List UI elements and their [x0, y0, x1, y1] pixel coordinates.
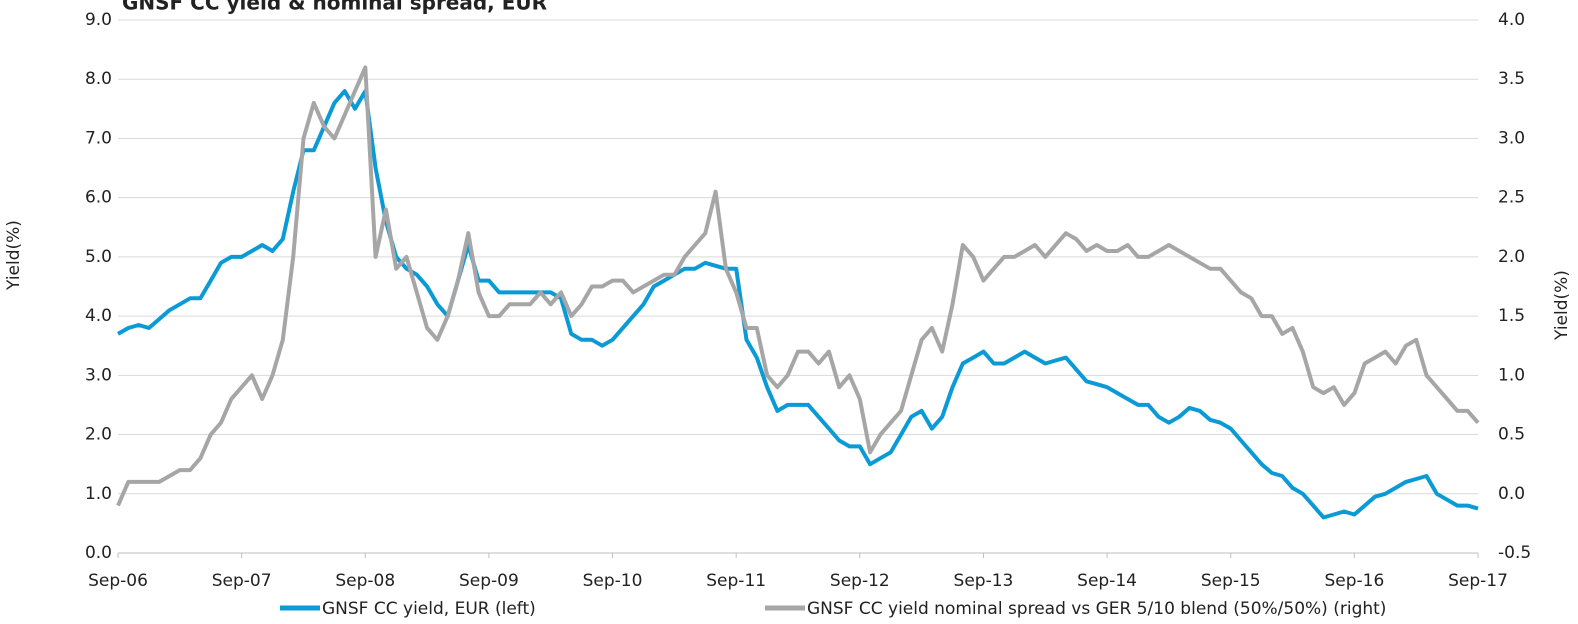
- y2-tick-label: 2.0: [1498, 247, 1525, 267]
- y-tick-label: 8.0: [85, 69, 112, 89]
- chart-title: GNSF CC yield & nominal spread, EUR: [122, 0, 547, 15]
- y-tick-label: 4.0: [85, 306, 112, 326]
- y2-tick-label: 0.0: [1498, 484, 1525, 504]
- series-line: [116, 65, 1480, 507]
- x-tick-label: Sep-06: [88, 571, 148, 591]
- y-tick-label: 6.0: [85, 188, 112, 208]
- y-tick-label: 0.0: [85, 543, 112, 563]
- y2-tick-label: -0.5: [1498, 543, 1531, 563]
- x-tick-label: Sep-11: [706, 571, 766, 591]
- x-tick-label: Sep-17: [1448, 571, 1508, 591]
- y2-tick-label: 3.0: [1498, 128, 1525, 148]
- y-tick-label: 5.0: [85, 247, 112, 267]
- y2-tick-label: 4.0: [1498, 10, 1525, 30]
- y2-tick-label: 1.5: [1498, 306, 1525, 326]
- y2-tick-label: 1.0: [1498, 365, 1525, 385]
- x-tick-label: Sep-13: [954, 571, 1014, 591]
- y2-tick-label: 3.5: [1498, 69, 1525, 89]
- x-tick-label: Sep-16: [1324, 571, 1384, 591]
- x-tick-label: Sep-12: [830, 571, 890, 591]
- y-tick-label: 2.0: [85, 425, 112, 445]
- series-line: [117, 89, 1479, 520]
- legend-label: GNSF CC yield, EUR (left): [322, 599, 536, 619]
- y2-tick-label: 2.5: [1498, 188, 1525, 208]
- y-axis-title: Yield(%): [4, 220, 24, 291]
- x-tick-label: Sep-14: [1077, 571, 1137, 591]
- y2-axis-title: Yield(%): [1552, 270, 1572, 341]
- x-tick-label: Sep-08: [335, 571, 395, 591]
- x-tick-label: Sep-07: [212, 571, 272, 591]
- x-tick-label: Sep-10: [583, 571, 643, 591]
- y-tick-label: 1.0: [85, 484, 112, 504]
- y-tick-label: 7.0: [85, 128, 112, 148]
- y-tick-label: 9.0: [85, 10, 112, 30]
- x-tick-label: Sep-09: [459, 571, 519, 591]
- y2-tick-label: 0.5: [1498, 425, 1525, 445]
- x-tick-label: Sep-15: [1201, 571, 1261, 591]
- y-tick-label: 3.0: [85, 365, 112, 385]
- legend-label: GNSF CC yield nominal spread vs GER 5/10…: [807, 599, 1386, 619]
